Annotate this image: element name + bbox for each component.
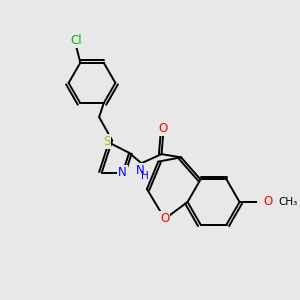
Text: O: O [263,196,272,208]
Text: Cl: Cl [70,34,82,47]
Text: N: N [118,166,127,179]
Text: O: O [159,122,168,135]
Text: O: O [160,212,170,225]
Text: H: H [141,171,148,181]
Text: N: N [136,164,145,177]
Text: CH₃: CH₃ [278,197,298,207]
Text: S: S [103,135,110,148]
